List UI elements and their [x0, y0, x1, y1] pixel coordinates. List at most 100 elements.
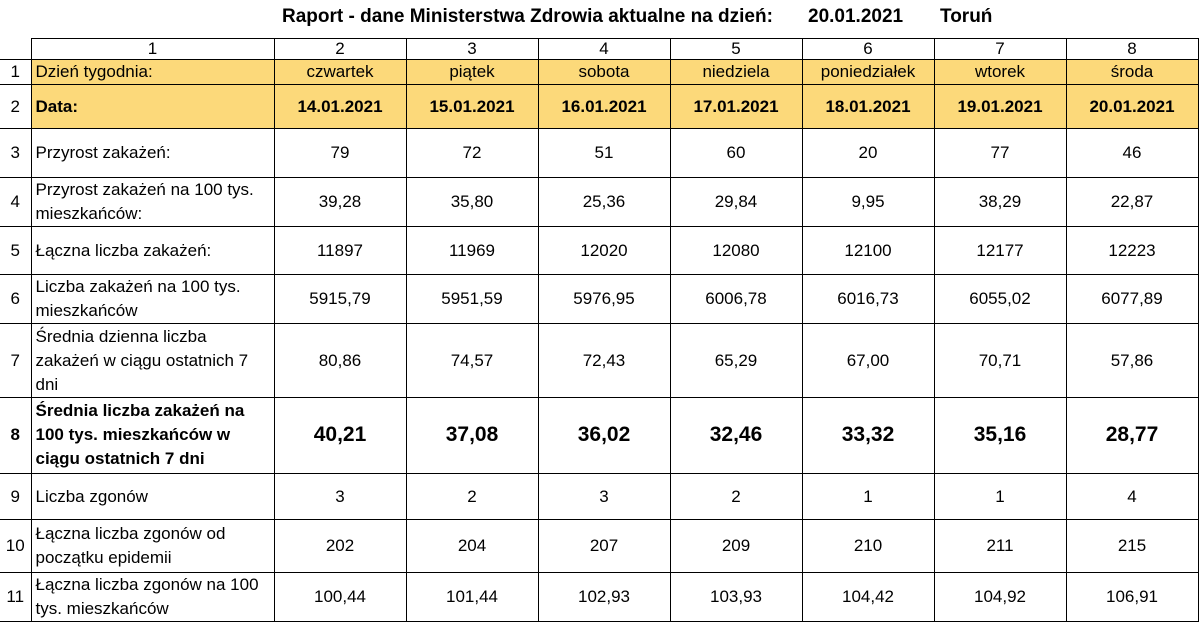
- table-cell: 22,87: [1065, 176, 1199, 227]
- row-label: Liczba zgonów: [30, 473, 275, 521]
- column-number: 6: [801, 37, 935, 61]
- row-label: Łączna liczba zakażeń:: [30, 225, 275, 276]
- table-cell: piątek: [405, 59, 539, 86]
- row-index: 3: [0, 128, 32, 178]
- table-row: 11 Łączna liczba zgonów na 100 tys. mies…: [0, 571, 1199, 623]
- table-cell: 39,28: [273, 176, 407, 227]
- report-table: 1 2 3 4 5 6 7 8 1 Dzień tygodnia: czwart…: [0, 37, 1199, 623]
- table-cell: 12020: [537, 225, 671, 276]
- row-label: Liczba zakażeń na 100 tys. mieszkańców: [30, 274, 275, 325]
- table-cell: 6016,73: [801, 274, 935, 325]
- table-cell: 215: [1065, 519, 1199, 573]
- row-label: Średnia dzienna liczba zakażeń w ciągu o…: [30, 323, 275, 398]
- table-cell: 106,91: [1065, 571, 1199, 623]
- report-city: Toruń: [940, 6, 993, 27]
- table-cell: 80,86: [273, 323, 407, 398]
- table-cell: 3: [537, 473, 671, 521]
- table-cell: 211: [933, 519, 1067, 573]
- table-cell: 5915,79: [273, 274, 407, 325]
- column-number: 4: [537, 37, 671, 61]
- table-cell: 12223: [1065, 225, 1199, 276]
- row-index: 2: [0, 84, 32, 130]
- table-cell: 12080: [669, 225, 803, 276]
- table-cell: 29,84: [669, 176, 803, 227]
- table-cell: 11969: [405, 225, 539, 276]
- table-cell: 72: [405, 128, 539, 178]
- table-cell: 38,29: [933, 176, 1067, 227]
- row-index: 7: [0, 323, 32, 398]
- column-number: 3: [405, 37, 539, 61]
- table-cell: 100,44: [273, 571, 407, 623]
- column-number: 8: [1065, 37, 1199, 61]
- row-index: 11: [0, 571, 32, 623]
- table-cell: 36,02: [537, 396, 671, 475]
- row-index: 8: [0, 396, 32, 475]
- column-number: 2: [273, 37, 407, 61]
- table-cell: czwartek: [273, 59, 407, 86]
- row-index: 6: [0, 274, 32, 325]
- table-cell: 20.01.2021: [1065, 84, 1199, 130]
- table-cell: 103,93: [669, 571, 803, 623]
- table-cell: 74,57: [405, 323, 539, 398]
- table-row: 5 Łączna liczba zakażeń: 11897 11969 120…: [0, 225, 1199, 276]
- table-cell: 40,21: [273, 396, 407, 475]
- row-label: Dzień tygodnia:: [30, 59, 275, 86]
- report-title-text: Raport - dane Ministerstwa Zdrowia aktua…: [282, 6, 773, 27]
- table-cell: 4: [1065, 473, 1199, 521]
- table-cell: 6006,78: [669, 274, 803, 325]
- table-cell: wtorek: [933, 59, 1067, 86]
- table-cell: niedziela: [669, 59, 803, 86]
- table-row-highlight: 8 Średnia liczba zakażeń na 100 tys. mie…: [0, 396, 1199, 475]
- row-label: Przyrost zakażeń:: [30, 128, 275, 178]
- table-cell: 11897: [273, 225, 407, 276]
- column-number-row: 1 2 3 4 5 6 7 8: [0, 37, 1199, 61]
- table-cell: 20: [801, 128, 935, 178]
- table-cell: 6077,89: [1065, 274, 1199, 325]
- table-cell: środa: [1065, 59, 1199, 86]
- row-index: 5: [0, 225, 32, 276]
- row-index: 10: [0, 519, 32, 573]
- row-label: Łączna liczba zgonów od początku epidemi…: [30, 519, 275, 573]
- table-cell: 19.01.2021: [933, 84, 1067, 130]
- table-cell: 204: [405, 519, 539, 573]
- table-cell: 16.01.2021: [537, 84, 671, 130]
- table-cell: 202: [273, 519, 407, 573]
- table-cell: 12177: [933, 225, 1067, 276]
- table-cell: 14.01.2021: [273, 84, 407, 130]
- table-cell: 67,00: [801, 323, 935, 398]
- column-number: 5: [669, 37, 803, 61]
- table-row: 9 Liczba zgonów 3 2 3 2 1 1 4: [0, 473, 1199, 521]
- corner-cell: [0, 38, 32, 61]
- table-cell: 207: [537, 519, 671, 573]
- table-cell: 5951,59: [405, 274, 539, 325]
- table-cell: 77: [933, 128, 1067, 178]
- table-cell: 101,44: [405, 571, 539, 623]
- row-label: Przyrost zakażeń na 100 tys. mieszkańców…: [30, 176, 275, 227]
- table-cell: 35,16: [933, 396, 1067, 475]
- table-cell: 79: [273, 128, 407, 178]
- table-cell: 35,80: [405, 176, 539, 227]
- table-row: 3 Przyrost zakażeń: 79 72 51 60 20 77 46: [0, 128, 1199, 178]
- table-cell: 209: [669, 519, 803, 573]
- table-cell: 12100: [801, 225, 935, 276]
- row-label: Data:: [30, 84, 275, 130]
- table-row-date: 2 Data: 14.01.2021 15.01.2021 16.01.2021…: [0, 84, 1199, 130]
- table-cell: 5976,95: [537, 274, 671, 325]
- row-label: Łączna liczba zgonów na 100 tys. mieszka…: [30, 571, 275, 623]
- table-cell: 2: [669, 473, 803, 521]
- table-row: 10 Łączna liczba zgonów od początku epid…: [0, 519, 1199, 573]
- table-row-weekday: 1 Dzień tygodnia: czwartek piątek sobota…: [0, 59, 1199, 86]
- table-cell: 1: [933, 473, 1067, 521]
- table-cell: 9,95: [801, 176, 935, 227]
- table-cell: 2: [405, 473, 539, 521]
- table-cell: 65,29: [669, 323, 803, 398]
- table-cell: 60: [669, 128, 803, 178]
- column-number: 7: [933, 37, 1067, 61]
- table-cell: 57,86: [1065, 323, 1199, 398]
- table-cell: poniedziałek: [801, 59, 935, 86]
- table-cell: 17.01.2021: [669, 84, 803, 130]
- table-cell: 51: [537, 128, 671, 178]
- table-cell: 6055,02: [933, 274, 1067, 325]
- table-cell: 15.01.2021: [405, 84, 539, 130]
- table-cell: 32,46: [669, 396, 803, 475]
